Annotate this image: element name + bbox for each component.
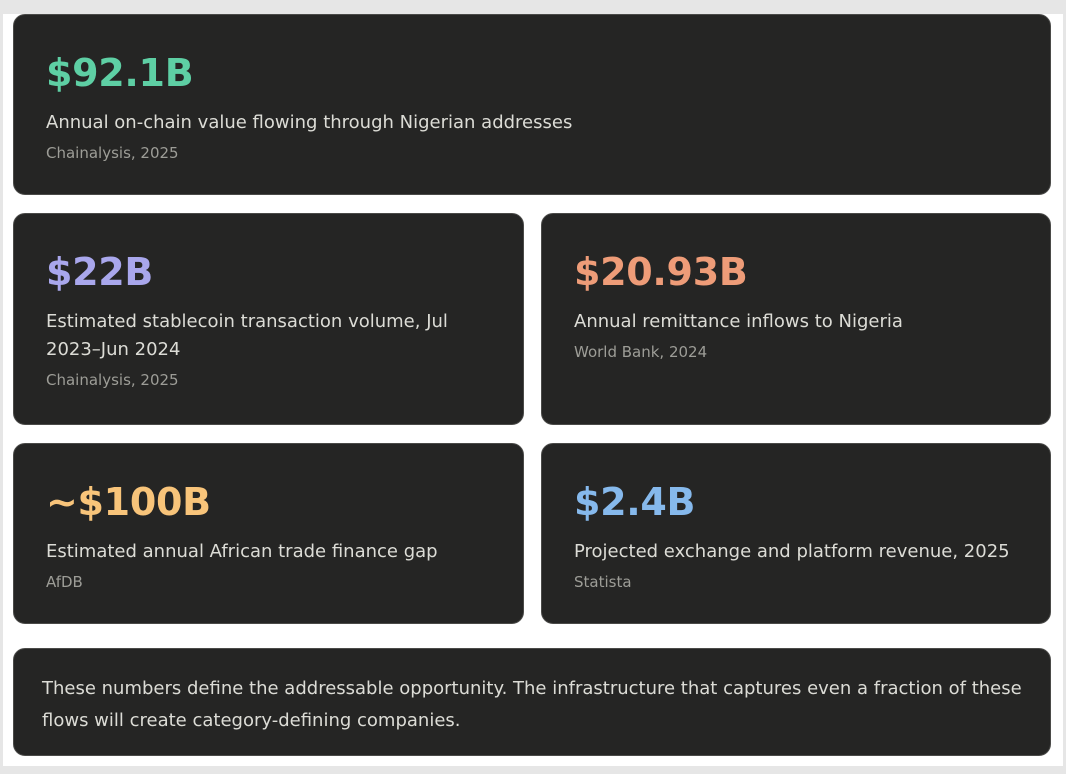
stat-value: $2.4B bbox=[574, 480, 696, 524]
stat-source: Chainalysis, 2025 bbox=[46, 144, 179, 162]
stat-source: Statista bbox=[574, 573, 632, 591]
stat-description: Annual remittance inflows to Nigeria bbox=[574, 311, 903, 332]
stat-value: $92.1B bbox=[46, 51, 194, 95]
stat-source: AfDB bbox=[46, 573, 83, 591]
stat-description: Projected exchange and platform revenue,… bbox=[574, 541, 1010, 562]
stat-value: $20.93B bbox=[574, 250, 748, 294]
stat-source: Chainalysis, 2025 bbox=[46, 371, 179, 389]
stat-description: Annual on-chain value flowing through Ni… bbox=[46, 112, 573, 133]
stat-card-platform-revenue: $2.4B Projected exchange and platform re… bbox=[541, 443, 1051, 624]
summary-callout: These numbers define the addressable opp… bbox=[13, 648, 1051, 756]
stat-card-remittance-inflows: $20.93B Annual remittance inflows to Nig… bbox=[541, 213, 1051, 425]
stat-source: World Bank, 2024 bbox=[574, 343, 708, 361]
stat-description: Estimated annual African trade finance g… bbox=[46, 541, 438, 562]
stat-value: ~$100B bbox=[46, 480, 211, 524]
stat-card-onchain-value: $92.1B Annual on-chain value flowing thr… bbox=[13, 14, 1051, 195]
stat-card-stablecoin-volume: $22B Estimated stablecoin transaction vo… bbox=[13, 213, 524, 425]
stat-card-trade-finance-gap: ~$100B Estimated annual African trade fi… bbox=[13, 443, 524, 624]
stat-value: $22B bbox=[46, 250, 154, 294]
summary-text: These numbers define the addressable opp… bbox=[42, 678, 1022, 731]
stat-description: Estimated stablecoin transaction volume,… bbox=[46, 311, 448, 360]
